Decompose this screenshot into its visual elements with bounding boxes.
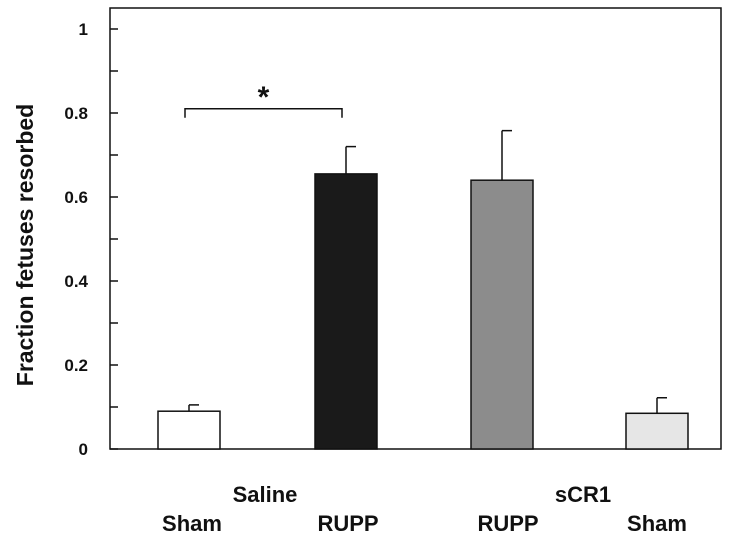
y-tick-label: 1 [79, 20, 88, 39]
bar [625, 412, 689, 450]
bars [157, 129, 689, 450]
y-axis: 0 0.2 0.4 0.6 0.8 1 [64, 20, 118, 459]
y-tick-label: 0.4 [64, 272, 88, 291]
significance-annotations: * [184, 81, 343, 118]
significance-star: * [258, 81, 270, 114]
category-label-scr1-rupp: RUPP [477, 511, 538, 536]
plot-frame [109, 7, 722, 450]
bar [157, 410, 221, 450]
y-tick-label: 0.8 [64, 104, 88, 123]
bar [314, 173, 378, 450]
bar [470, 179, 534, 450]
category-label-saline-sham: Sham [162, 511, 222, 536]
y-tick-label: 0.2 [64, 356, 88, 375]
category-label-saline-rupp: RUPP [317, 511, 378, 536]
y-tick-label: 0 [79, 440, 88, 459]
category-label-scr1-sham: Sham [627, 511, 687, 536]
y-axis-label: Fraction fetuses resorbed [12, 104, 38, 386]
group-label-saline: Saline [233, 482, 298, 507]
y-tick-label: 0.6 [64, 188, 88, 207]
group-label-scr1: sCR1 [555, 482, 611, 507]
significance-bracket [184, 108, 343, 118]
